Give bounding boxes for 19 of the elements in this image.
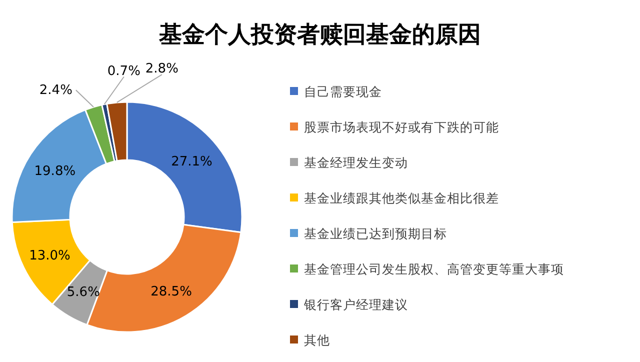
data-label: 28.5%: [150, 284, 192, 300]
data-label: 2.8%: [145, 62, 178, 77]
legend-item: 自己需要现金: [290, 84, 382, 99]
legend-label: 自己需要现金: [304, 84, 382, 99]
legend-item: 股票市场表现不好或有下跌的可能: [290, 120, 499, 134]
chart-title: 基金个人投资者赎回基金的原因: [158, 21, 481, 48]
legend-label: 其他: [304, 332, 330, 348]
data-label: 27.1%: [171, 154, 212, 170]
data-label: 19.8%: [34, 164, 76, 180]
legend-item: 基金业绩跟其他类似基金相比很差: [290, 190, 499, 206]
legend-item: 基金经理发生变动: [290, 155, 408, 170]
legend-item: 其他: [290, 332, 330, 348]
data-label: 5.6%: [66, 285, 100, 300]
legend-item: 基金业绩已达到预期目标: [290, 226, 447, 241]
data-label: 13.0%: [29, 248, 70, 264]
data-label: 0.7%: [107, 64, 140, 79]
data-label: 2.4%: [39, 83, 72, 98]
legend-item: 基金管理公司发生股权、高管变更等重大事项: [290, 262, 564, 276]
legend-item: 银行客户经理建议: [290, 297, 408, 312]
